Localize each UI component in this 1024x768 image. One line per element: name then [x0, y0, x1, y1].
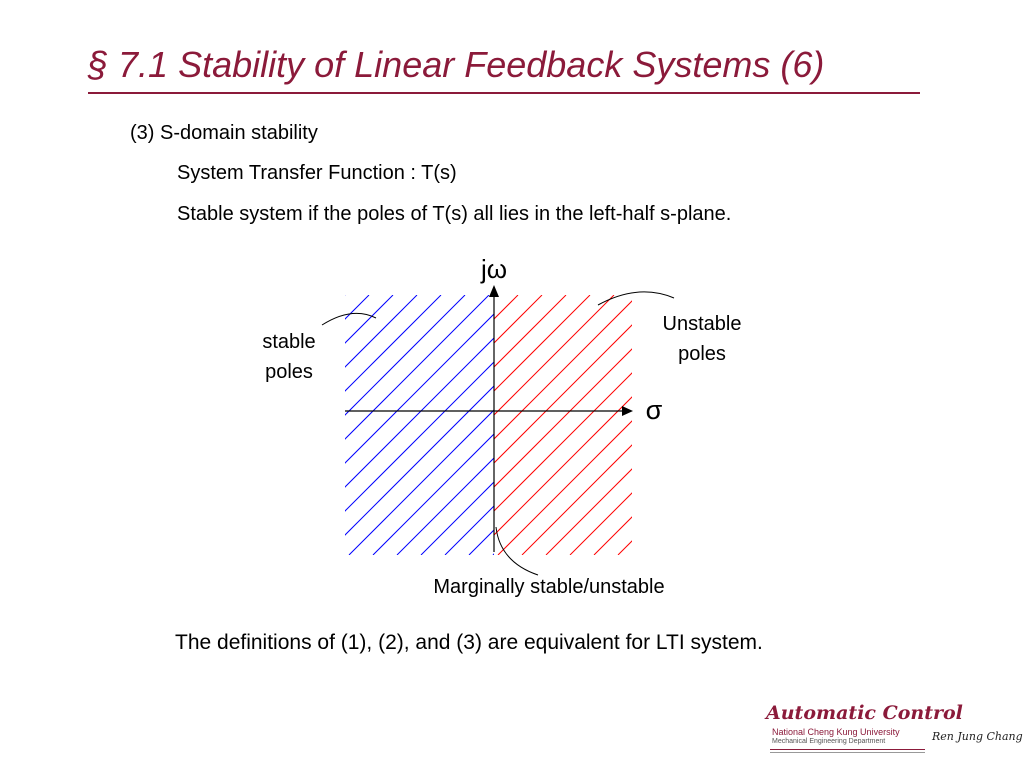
right-half-plane-hatching: [494, 295, 1024, 555]
stable-region-hatch-line: [613, 295, 873, 555]
marginal-leader: [495, 526, 539, 576]
unstable-region-hatch-line: [521, 444, 632, 555]
stable-region-hatch-line: [372, 433, 494, 555]
unstable-region-hatch-line: [834, 295, 1024, 555]
unstable-poles-label-line1: Unstable: [663, 313, 742, 335]
unstable-region-hatch-line: [494, 324, 632, 464]
unstable-region-hatch-line: [786, 295, 1024, 555]
stable-region-hatch-line: [345, 295, 490, 440]
stable-region-hatch-line: [345, 295, 370, 320]
sigma-arrowhead: [622, 406, 633, 416]
unstable-region-hatch-line: [714, 295, 974, 555]
stable-poles-label-line1: stable: [262, 331, 315, 353]
section-heading: (3) S-domain stability: [130, 122, 318, 144]
marginal-label: Marginally stable/unstable: [433, 576, 664, 598]
transfer-function-line: System Transfer Function : T(s): [177, 162, 457, 184]
unstable-region-hatch-line: [497, 420, 632, 555]
stable-region-hatch-line: [345, 295, 442, 392]
jw-axis-label: jω: [480, 254, 507, 284]
unstable-region-hatch-line: [569, 492, 632, 555]
stable-region-hatch-line: [733, 295, 993, 555]
unstable-region-hatch-line: [494, 295, 615, 416]
logo-author: Ren Jung Chang: [932, 730, 1023, 743]
unstable-region-hatch-line: [545, 468, 632, 555]
unstable-region-hatch-line: [738, 295, 998, 555]
unstable-region-hatch-line: [494, 396, 632, 536]
logo-university: National Cheng Kung University: [772, 727, 900, 737]
unstable-region-hatch-line: [494, 372, 632, 512]
unstable-region-hatch-line: [494, 295, 591, 392]
stable-region-hatch-line: [345, 361, 494, 512]
stable-poles-label-line2: poles: [265, 361, 313, 383]
stability-condition-line: Stable system if the poles of T(s) all l…: [177, 203, 732, 225]
unstable-region-hatch-line: [494, 295, 567, 368]
unstable-region-hatch-line: [617, 540, 632, 555]
left-half-plane-hatching: [345, 295, 993, 555]
logo-department: Mechanical Engineering Department: [772, 738, 886, 745]
stable-region-hatch-line: [345, 337, 494, 488]
stable-region-hatch-line: [345, 385, 494, 536]
unstable-region-hatch-line: [810, 295, 1024, 555]
stable-region-hatch-line: [345, 313, 494, 464]
stable-poles-leader: [321, 312, 377, 326]
automatic-control-logo: Automatic Control National Cheng Kung Un…: [766, 702, 1023, 754]
title-underline: [88, 92, 920, 94]
unstable-poles-label-line2: poles: [678, 343, 726, 365]
stable-region-hatch-line: [444, 505, 494, 555]
unstable-region-hatch-line: [494, 348, 632, 488]
unstable-region-hatch-line: [494, 300, 632, 440]
stable-region-hatch-line: [709, 295, 969, 555]
stable-region-hatch-line: [345, 295, 418, 368]
stable-region-hatch-line: [396, 457, 494, 555]
unstable-region-hatch-line: [858, 295, 1024, 555]
logo-rule: [770, 749, 925, 750]
unstable-poles-leader: [597, 291, 675, 306]
unstable-region-hatch-line: [762, 295, 1022, 555]
sigma-axis-label: σ: [646, 395, 663, 425]
jw-arrowhead: [489, 285, 499, 297]
equivalence-note: The definitions of (1), (2), and (3) are…: [175, 631, 763, 654]
unstable-region-hatch-line: [882, 295, 1024, 555]
logo-rule-secondary: [770, 752, 925, 753]
unstable-region-hatch-line: [494, 295, 543, 344]
stable-region-hatch-line: [345, 295, 394, 344]
logo-title: Automatic Control: [766, 702, 963, 724]
stable-region-hatch-line: [420, 481, 494, 555]
stable-region-hatch-line: [348, 409, 494, 555]
slide-title: § 7.1 Stability of Linear Feedback Syste…: [88, 44, 825, 85]
stable-region-hatch-line: [345, 295, 466, 416]
